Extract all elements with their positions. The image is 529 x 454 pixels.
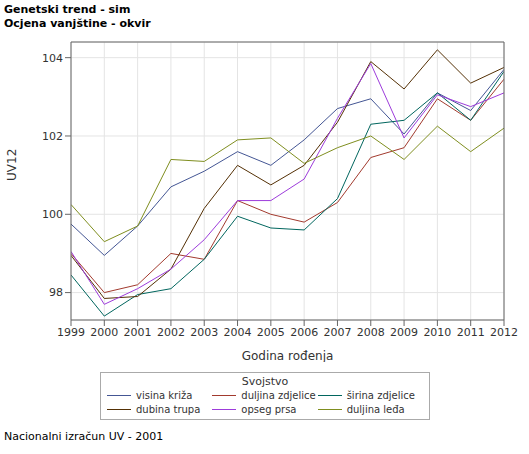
svg-text:98: 98 — [49, 286, 63, 299]
svg-text:2003: 2003 — [190, 326, 218, 339]
html-text:Nacionalni izračun UV - 2001: Nacionalni izračun UV - 2001 — [4, 430, 164, 443]
svg-text:2002: 2002 — [157, 326, 185, 339]
svg-text:2008: 2008 — [357, 326, 385, 339]
html-text:Ocjena vanjštine - okvir: Ocjena vanjštine - okvir — [4, 17, 151, 30]
svg-text:102: 102 — [42, 130, 63, 143]
svg-text:2006: 2006 — [290, 326, 318, 339]
svg-text:2004: 2004 — [224, 326, 252, 339]
html-text:širina zdjelice: širina zdjelice — [346, 390, 415, 401]
svg-text:1999: 1999 — [57, 326, 85, 339]
svg-text:2010: 2010 — [423, 326, 451, 339]
html-text:Genetski trend - sim: Genetski trend - sim — [4, 3, 131, 16]
svg-text:2005: 2005 — [257, 326, 285, 339]
svg-text:2001: 2001 — [124, 326, 152, 339]
html-text:duljina zdjelice: duljina zdjelice — [241, 390, 316, 401]
svg-text:2007: 2007 — [323, 326, 351, 339]
html-text:visina križa: visina križa — [136, 390, 193, 401]
svg-text:100: 100 — [42, 208, 63, 221]
svg-text:2012: 2012 — [490, 326, 518, 339]
html-text:Svojstvo: Svojstvo — [241, 375, 289, 388]
svg-text:Godina rođenja: Godina rođenja — [242, 349, 334, 362]
html-text:dubina trupa: dubina trupa — [136, 404, 201, 415]
svg-text:2009: 2009 — [390, 326, 418, 339]
html-text:opseg prsa: opseg prsa — [241, 404, 297, 415]
html-text:duljina leđa: duljina leđa — [346, 404, 405, 415]
svg-text:2011: 2011 — [457, 326, 485, 339]
svg-text:UV12: UV12 — [8, 149, 19, 181]
svg-text:104: 104 — [42, 52, 63, 65]
svg-text:2000: 2000 — [90, 326, 118, 339]
